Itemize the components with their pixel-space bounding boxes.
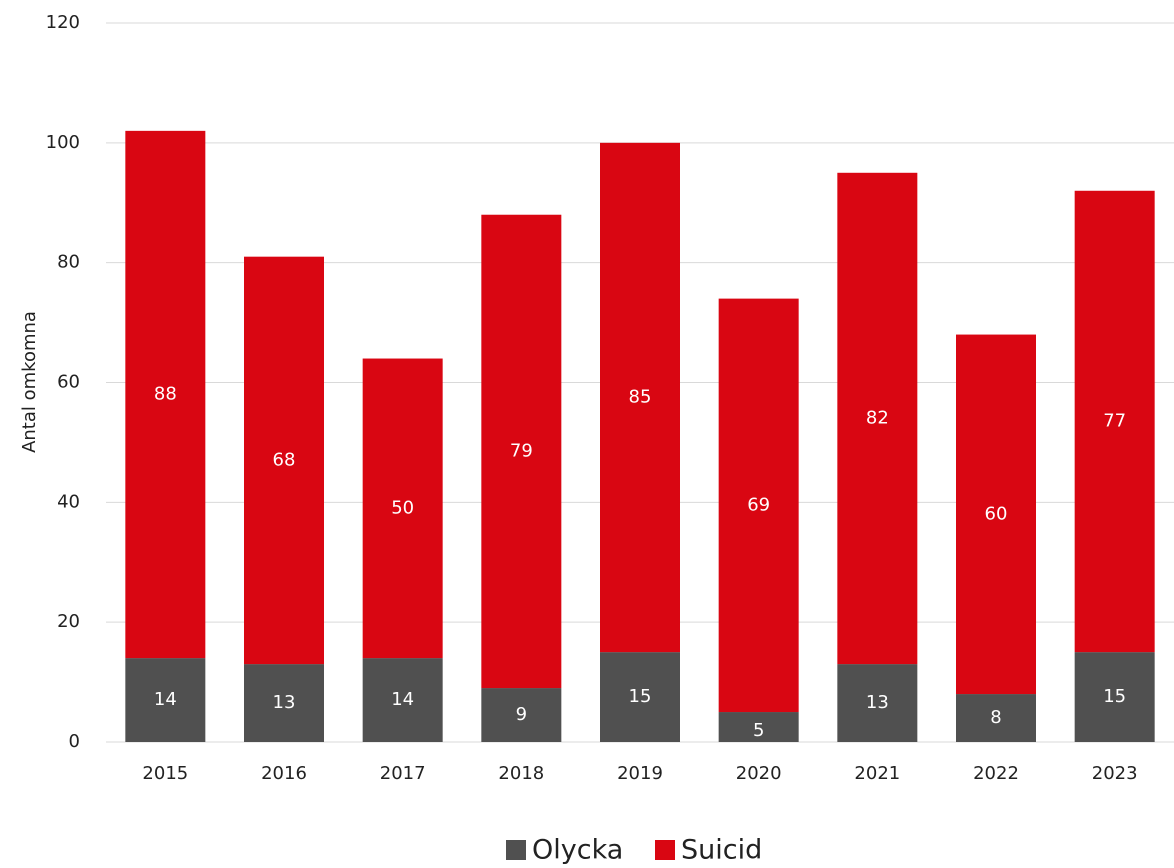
bar-segment xyxy=(600,652,680,742)
bar-segment xyxy=(481,688,562,742)
data-label: 85 xyxy=(629,386,652,407)
legend-label: Suicid xyxy=(681,835,762,866)
bar-segment xyxy=(718,712,799,742)
data-label: 77 xyxy=(1103,410,1126,431)
data-label: 15 xyxy=(629,686,652,707)
bar-segment xyxy=(125,658,206,742)
y-tick-label: 60 xyxy=(57,372,80,393)
data-label: 5 xyxy=(753,720,764,741)
y-tick-label: 100 xyxy=(46,132,80,153)
data-label: 14 xyxy=(391,689,414,710)
bar-segment xyxy=(244,256,324,665)
bar-segment xyxy=(362,658,443,742)
legend-swatch xyxy=(655,840,675,860)
x-tick-label: 2019 xyxy=(617,763,663,784)
bar-segment xyxy=(1074,190,1155,653)
data-label: 13 xyxy=(273,692,296,713)
data-label: 8 xyxy=(990,707,1001,728)
y-tick-label: 40 xyxy=(57,491,80,512)
y-axis-label: Antal omkomna xyxy=(19,311,40,453)
bar-segment xyxy=(837,172,918,665)
y-tick-label: 80 xyxy=(57,252,80,273)
data-label: 88 xyxy=(154,383,177,404)
bar-segment xyxy=(1074,652,1155,742)
data-label: 9 xyxy=(516,704,527,725)
data-label: 82 xyxy=(866,407,889,428)
x-tick-label: 2018 xyxy=(498,763,544,784)
bar-segment xyxy=(125,130,206,659)
x-tick-label: 2017 xyxy=(380,763,426,784)
bar-segment xyxy=(600,142,680,653)
x-tick-label: 2021 xyxy=(854,763,900,784)
data-label: 69 xyxy=(747,494,770,515)
x-tick-label: 2015 xyxy=(142,763,188,784)
bar-segment xyxy=(244,664,324,742)
y-tick-label: 120 xyxy=(46,12,80,33)
data-label: 50 xyxy=(391,497,414,518)
x-tick-label: 2023 xyxy=(1092,763,1138,784)
y-tick-label: 20 xyxy=(57,611,80,632)
y-tick-label: 0 xyxy=(69,731,80,752)
bar-segment xyxy=(718,298,799,713)
x-tick-label: 2016 xyxy=(261,763,307,784)
bar-segment xyxy=(956,334,1036,695)
data-label: 60 xyxy=(985,503,1008,524)
legend-label: Olycka xyxy=(532,835,623,866)
x-tick-label: 2020 xyxy=(736,763,782,784)
bar-segment xyxy=(362,358,443,659)
data-label: 14 xyxy=(154,689,177,710)
x-tick-label: 2022 xyxy=(973,763,1019,784)
data-label: 13 xyxy=(866,692,889,713)
data-label: 68 xyxy=(273,449,296,470)
data-label: 79 xyxy=(510,440,533,461)
legend-swatch xyxy=(506,840,526,860)
bar-segment xyxy=(956,694,1036,742)
data-label: 15 xyxy=(1103,686,1126,707)
bar-segment xyxy=(481,214,562,689)
bar-segment xyxy=(837,664,918,742)
